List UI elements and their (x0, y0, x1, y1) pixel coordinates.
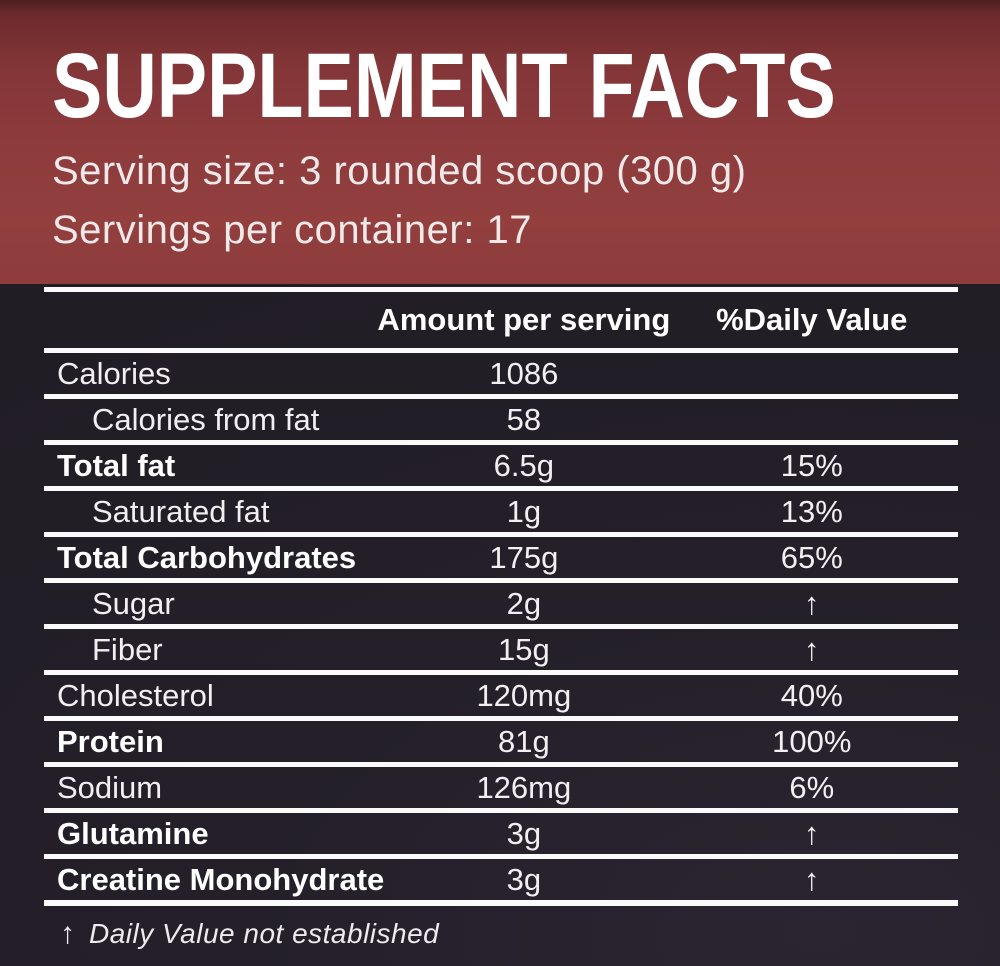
daily-value: 100% (772, 723, 852, 759)
table-row-calories-from-fat: Calories from fat 58 (44, 399, 958, 440)
nutrient-name: Protein (57, 723, 164, 759)
amount-value: 1g (506, 493, 542, 529)
divider-rule (44, 762, 958, 767)
amount-value: 3g (506, 861, 542, 897)
amount-value: 15g (497, 631, 550, 667)
label-header: SUPPLEMENT FACTS Serving size: 3 rounded… (0, 0, 1000, 284)
divider-rule (44, 440, 958, 445)
table-row-total-fat: Total fat 6.5g 15% (44, 445, 958, 486)
nutrient-name: Creatine Monohydrate (57, 861, 385, 897)
divider-rule (44, 394, 958, 399)
column-header-daily-value: %Daily Value (716, 302, 908, 337)
amount-value: 126mg (476, 769, 572, 805)
page-title: SUPPLEMENT FACTS (52, 35, 836, 137)
divider-rule (44, 532, 958, 537)
nutrient-name: Total Carbohydrates (57, 539, 357, 575)
amount-value: 6.5g (493, 447, 555, 483)
table-row-sugar: Sugar 2g ↑ (44, 583, 958, 624)
divider-rule (44, 716, 958, 721)
divider-rule (44, 900, 958, 906)
amount-value: 3g (506, 815, 542, 851)
amount-value: 1086 (489, 355, 559, 391)
table-row-saturated-fat: Saturated fat 1g 13% (44, 491, 958, 532)
table-row-sodium: Sodium 126mg 6% (44, 767, 958, 808)
divider-rule (44, 670, 958, 675)
column-header-amount: Amount per serving (377, 302, 671, 337)
amount-value: 120mg (476, 677, 572, 713)
daily-value-not-established-arrow-icon: ↑ (804, 631, 820, 667)
serving-size-text: Serving size: 3 rounded scoop (300 g) (52, 149, 747, 193)
footnote: ↑ Daily Value not established (44, 918, 958, 950)
nutrient-name: Fiber (92, 631, 163, 667)
daily-value: 65% (780, 539, 843, 575)
nutrient-name: Cholesterol (57, 677, 214, 713)
daily-value-not-established-arrow-icon: ↑ (804, 861, 820, 897)
divider-rule (44, 287, 958, 292)
divider-rule (44, 624, 958, 629)
nutrient-name: Sugar (92, 585, 175, 621)
nutrient-name: Calories from fat (92, 401, 320, 437)
nutrient-name: Calories (57, 355, 171, 391)
daily-value: 40% (780, 677, 843, 713)
daily-value-not-established-arrow-icon: ↑ (804, 815, 820, 851)
up-arrow-icon: ↑ (60, 917, 75, 950)
daily-value: 6% (789, 769, 835, 805)
table-row-cholesterol: Cholesterol 120mg 40% (44, 675, 958, 716)
amount-value: 175g (489, 539, 559, 575)
divider-rule (44, 808, 958, 813)
divider-rule (44, 854, 958, 859)
divider-rule (44, 578, 958, 583)
facts-table: Amount per serving %Daily Value Calories… (0, 284, 1000, 966)
divider-rule (44, 486, 958, 491)
nutrient-name: Glutamine (57, 815, 209, 851)
servings-per-container-text: Servings per container: 17 (52, 208, 532, 252)
table-header-row: Amount per serving %Daily Value (44, 292, 958, 348)
daily-value: 13% (780, 493, 843, 529)
table-row-protein: Protein 81g 100% (44, 721, 958, 762)
table-row-glutamine: Glutamine 3g ↑ (44, 813, 958, 854)
table-row-fiber: Fiber 15g ↑ (44, 629, 958, 670)
divider-rule (44, 348, 958, 353)
amount-value: 81g (497, 723, 550, 759)
footnote-text: Daily Value not established (89, 918, 440, 949)
nutrient-name: Saturated fat (92, 493, 270, 529)
daily-value: 15% (780, 447, 843, 483)
table-row-calories: Calories 1086 (44, 353, 958, 394)
nutrient-name: Sodium (57, 769, 163, 805)
amount-value: 2g (506, 585, 542, 621)
daily-value-not-established-arrow-icon: ↑ (804, 585, 820, 621)
table-row-total-carbohydrates: Total Carbohydrates 175g 65% (44, 537, 958, 578)
nutrient-name: Total fat (57, 447, 176, 483)
table-row-creatine-monohydrate: Creatine Monohydrate 3g ↑ (44, 859, 958, 900)
amount-value: 58 (506, 401, 542, 437)
